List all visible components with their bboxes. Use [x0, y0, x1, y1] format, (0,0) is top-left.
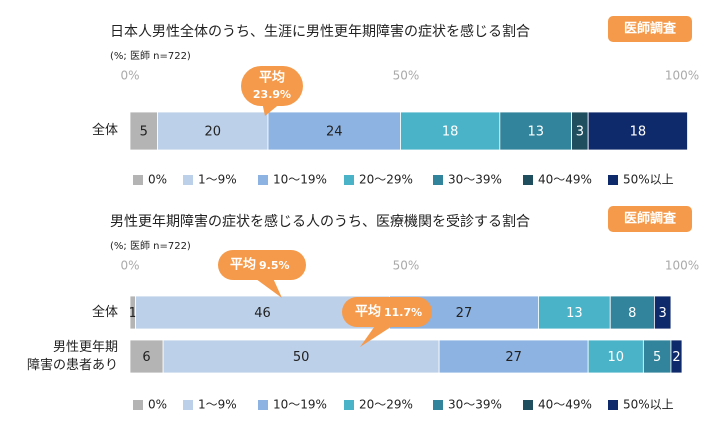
legend-label: 1～9% [198, 173, 237, 187]
callout-value: 11.7% [384, 306, 422, 319]
legend-swatch [133, 175, 143, 185]
legend-swatch [523, 400, 533, 410]
bar-segment [157, 111, 269, 151]
bar-segment [267, 111, 401, 151]
subtitle: (%; 医師 n=722) [110, 239, 191, 252]
bar-label: 3 [576, 125, 584, 140]
subtitle: (%; 医師 n=722) [110, 49, 191, 62]
callout [342, 297, 432, 327]
bar-label: 46 [254, 306, 271, 321]
legend-label: 50%以上 [623, 398, 674, 412]
badge-bg [608, 206, 692, 232]
chart-title: 日本人男性全体のうち、生涯に男性更年期障害の症状を感じる割合 [110, 23, 530, 40]
legend-label: 10～19% [273, 173, 327, 187]
bar-segment [162, 339, 440, 374]
bar-label: 3 [659, 306, 667, 321]
x-tick-label: 0% [120, 69, 139, 83]
badge: 医師調査 [624, 21, 677, 37]
legend-swatch [133, 400, 143, 410]
x-tick-label: 100% [665, 259, 699, 273]
bar-label: 18 [442, 125, 459, 140]
legend-label: 50%以上 [623, 173, 674, 187]
badge-bg [608, 16, 692, 42]
legend-label: 20～29% [359, 173, 413, 187]
chart-title: 男性更年期障害の症状を感じる人のうち、医療機関を受診する割合 [110, 213, 530, 230]
legend-swatch [183, 175, 193, 185]
legend-swatch [258, 175, 268, 185]
bar-segment [587, 339, 644, 374]
legend-label: 40～49% [538, 173, 592, 187]
callout [241, 66, 303, 106]
legend-swatch [344, 175, 354, 185]
legend-swatch [258, 400, 268, 410]
bar-segment [670, 339, 683, 374]
bar-segment [654, 295, 672, 330]
bar-label: 50 [293, 350, 310, 365]
legend-swatch [433, 400, 443, 410]
legend-label: 20～29% [359, 398, 413, 412]
bar-label: 10 [607, 350, 624, 365]
legend-label: 0% [148, 398, 167, 412]
legend-label: 30～39% [448, 398, 502, 412]
bar-label: 24 [326, 125, 343, 140]
x-tick-label: 100% [665, 69, 699, 83]
category-label: 男性更年期 障害の患者あり [26, 339, 118, 373]
bar-label: 8 [628, 306, 636, 321]
callout-text: 平均 [355, 304, 381, 320]
x-tick-label: 50% [393, 259, 420, 273]
callout-value: 9.5% [259, 259, 290, 272]
bar-label: 5 [140, 125, 148, 140]
legend-label: 10～19% [273, 398, 327, 412]
legend-label: 1～9% [198, 398, 237, 412]
legend-label: 40～49% [538, 398, 592, 412]
bar-segment [587, 111, 688, 151]
legend-swatch [608, 400, 618, 410]
bar-segment [438, 339, 589, 374]
bar-label: 13 [566, 306, 583, 321]
x-tick-label: 0% [120, 259, 139, 273]
category-label: 全体 [91, 304, 118, 320]
legend-label: 0% [148, 173, 167, 187]
bar-segment [400, 111, 501, 151]
legend-swatch [608, 175, 618, 185]
bar-label: 27 [505, 350, 522, 365]
category-label: 全体 [91, 123, 118, 138]
callout-tail [360, 323, 397, 347]
bar-label: 27 [456, 306, 473, 321]
bar-label: 20 [205, 125, 222, 140]
bar-segment [129, 111, 159, 151]
bar-segment [129, 339, 164, 374]
callout-tail [252, 276, 282, 298]
legend-swatch [523, 175, 533, 185]
bar-label: 1 [129, 306, 137, 321]
callout-text: 平均 [259, 70, 285, 86]
legend-swatch [183, 400, 193, 410]
callout-value: 23.9% [253, 88, 291, 101]
legend-swatch [433, 175, 443, 185]
x-tick-label: 50% [393, 69, 420, 83]
callout [218, 250, 306, 280]
bar-label: 5 [653, 350, 661, 365]
callout-text: 平均 [230, 257, 256, 273]
badge: 医師調査 [624, 211, 677, 227]
bar-segment [642, 339, 672, 374]
bar-label: 2 [672, 350, 680, 365]
legend-label: 30～39% [448, 173, 502, 187]
legend-swatch [344, 400, 354, 410]
bar-label: 13 [527, 125, 544, 140]
bar-label: 18 [630, 125, 647, 140]
bar-segment [609, 295, 655, 330]
bar-segment [538, 295, 611, 330]
bar-label: 6 [142, 350, 150, 365]
